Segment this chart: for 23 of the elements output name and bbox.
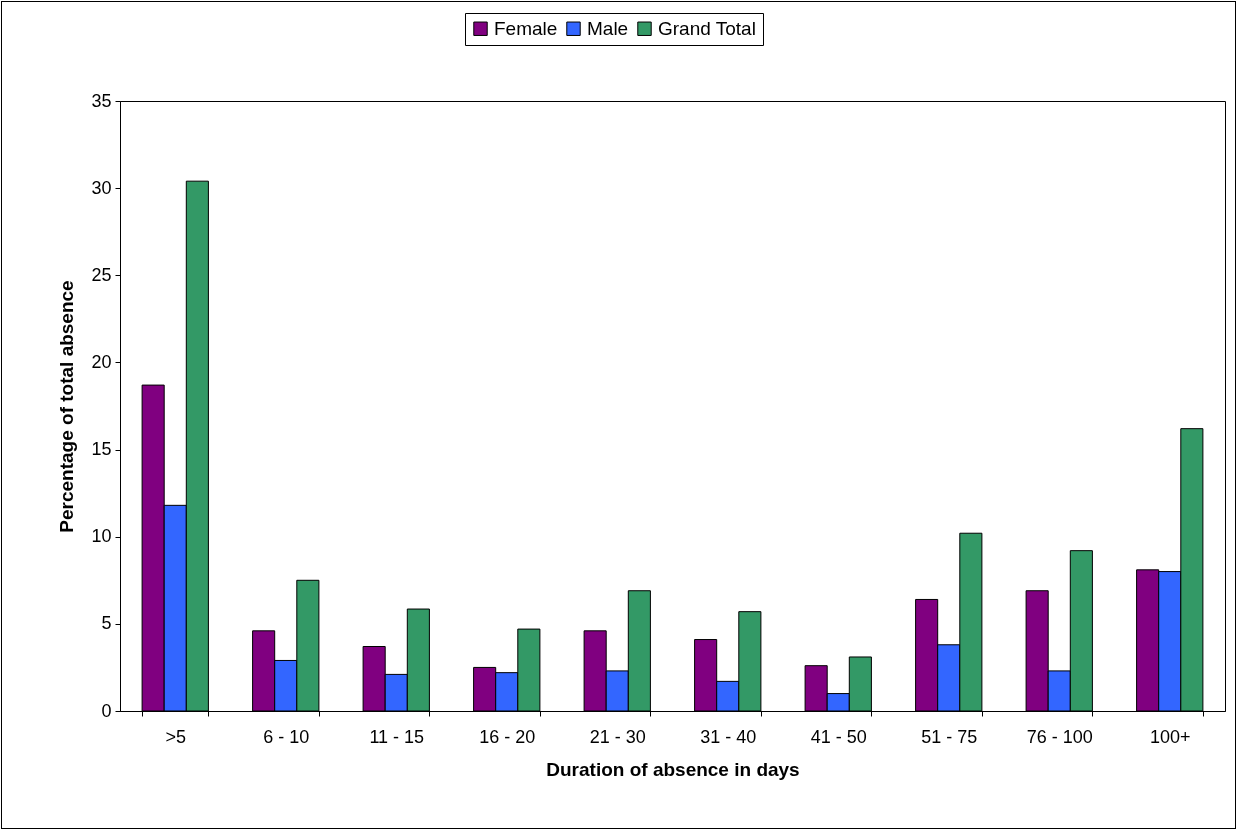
x-tick-label: 51 - 75	[921, 726, 978, 747]
legend-label: Female	[494, 17, 558, 39]
y-tick-label: 0	[101, 700, 112, 721]
y-tick-label: 30	[91, 177, 112, 198]
x-axis-title: Duration of absence in days	[546, 758, 800, 780]
x-tick-label: 16 - 20	[479, 726, 536, 747]
y-tick-label: 15	[91, 439, 112, 460]
x-tick-label: 6 - 10	[263, 726, 310, 747]
y-tick-label: 10	[91, 526, 112, 547]
y-tick-label: 5	[101, 613, 112, 634]
y-tick-label: 25	[91, 264, 112, 285]
x-tick-label: 100+	[1149, 726, 1191, 747]
y-tick-label: 35	[91, 90, 112, 111]
legend-label: Grand Total	[658, 17, 756, 39]
x-tick-label: 76 - 100	[1026, 726, 1093, 747]
x-tick-label: 21 - 30	[589, 726, 646, 747]
x-tick-label: >5	[165, 726, 187, 747]
x-tick-label: 41 - 50	[810, 726, 867, 747]
x-tick-label: 11 - 15	[369, 726, 425, 747]
y-tick-label: 20	[91, 351, 112, 372]
y-axis-title: Percentage of total absence	[56, 280, 78, 533]
legend-label: Male	[587, 17, 629, 39]
x-tick-label: 31 - 40	[700, 726, 757, 747]
